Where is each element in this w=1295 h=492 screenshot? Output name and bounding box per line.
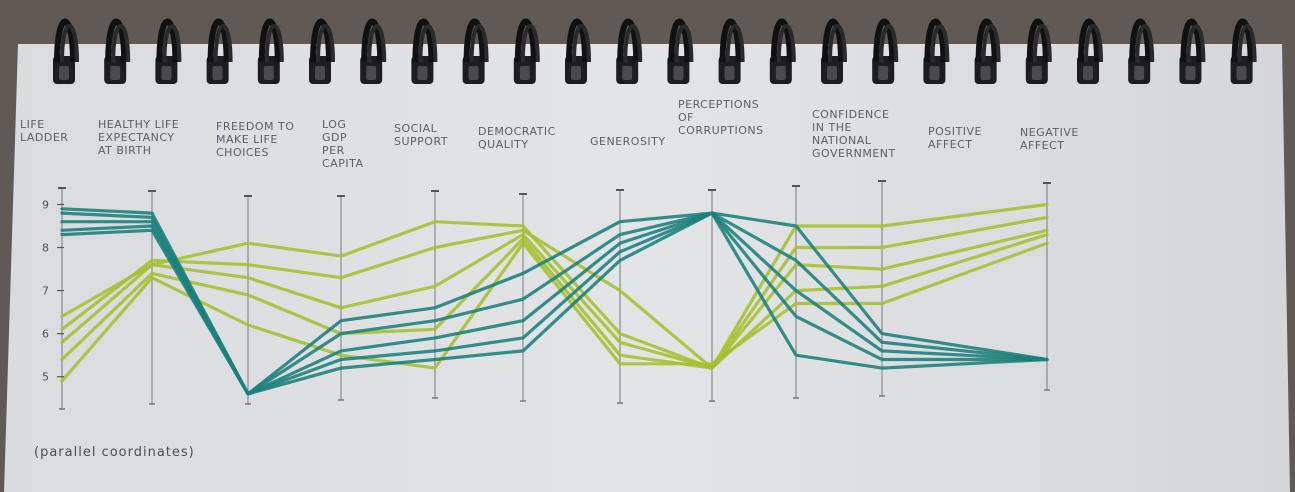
series-line-green-3 [60,228,1049,370]
spiral-ring [923,18,950,84]
spiral-ring [1025,18,1052,84]
spiral-ring [513,18,540,84]
series-line-green-1 [60,202,1049,370]
axis-label-8: CONFIDENCE IN THE NATIONAL GOVERNMENTConfid… [812,108,896,160]
y-tick-labels: 5 6 7 8 9 [42,198,64,384]
series-line-teal-5 [60,211,1049,396]
spiral-ring [53,18,79,84]
axis-label-10: NEGATIVE AFFECTNegative affect [1020,126,1079,152]
axis-label-9: POSITIVE AFFECTPositive affect [928,125,982,151]
axis-0 [58,187,66,410]
y-tick-9: 9 [42,198,64,211]
y-tick-5: 5 [42,371,64,384]
paper-sheet [4,44,1290,492]
spiral-ring [360,18,387,84]
spiral-ring [872,18,899,84]
axis-label-3: LOG GDP PER CAPITALog GDP per capita [322,118,363,170]
spiral-ring [155,18,182,84]
axis-label-7: PERCEPTIONS OF CORRUPTIONSPerceptions of c… [678,98,764,137]
spiral-ring [206,18,233,84]
axis-label-0: LIFE LADDERLife Ladder [20,118,68,144]
spiral-ring [309,18,335,84]
spiral-ring [1128,18,1155,84]
axis-label-1: HEALTHY LIFE EXPECTANCY AT BIRTHHealthy li… [98,118,179,157]
series-line-green-5 [60,241,1049,383]
spiral-ring [104,18,131,84]
axis-label-4: SOCIAL SUPPORTSocial support [394,122,448,148]
spiral-ring [974,18,1001,84]
y-tick-label: 6 [42,328,49,341]
spiral-ring [718,18,745,84]
spiral-ring [411,18,438,84]
y-tick-8: 8 [42,242,64,255]
axis-3 [337,195,345,401]
spiral-ring [1230,18,1257,84]
spiral-ring [769,18,796,84]
spiral-ring [1077,18,1103,84]
series-line-green-2 [60,215,1049,370]
axis-label-5: DEMOCRATIC QUALITYDemocratic Quality [478,125,556,151]
spiral-ring [1179,18,1206,84]
chart-caption: (parallel coordinates) [34,445,195,460]
spiral-ring [565,18,591,84]
spiral-ring [821,18,847,84]
axis-6 [616,189,624,404]
spiral-ring [616,18,643,84]
axis-label-6: GENEROSITYGenerosity [590,135,666,148]
spiral-ring [667,18,694,84]
axis-label-2: FREEDOM TO MAKE LIFE CHOICESFreedom to mak… [216,120,294,159]
spiral-binding [53,18,1257,84]
spiral-ring [257,18,284,84]
axis-labels: LIFE LADDERLife Ladder HEALTHY LIFE EXPECTA… [20,98,1079,170]
series-lines [60,202,1049,396]
y-tick-7: 7 [42,285,64,298]
axis-2 [244,195,252,405]
y-tick-label: 8 [42,242,49,255]
spiral-ring [462,18,489,84]
y-tick-label: 7 [42,285,49,298]
y-tick-label: 5 [42,371,49,384]
y-tick-6: 6 [42,328,64,341]
y-tick-label: 9 [42,198,49,211]
axis-4 [431,190,439,399]
